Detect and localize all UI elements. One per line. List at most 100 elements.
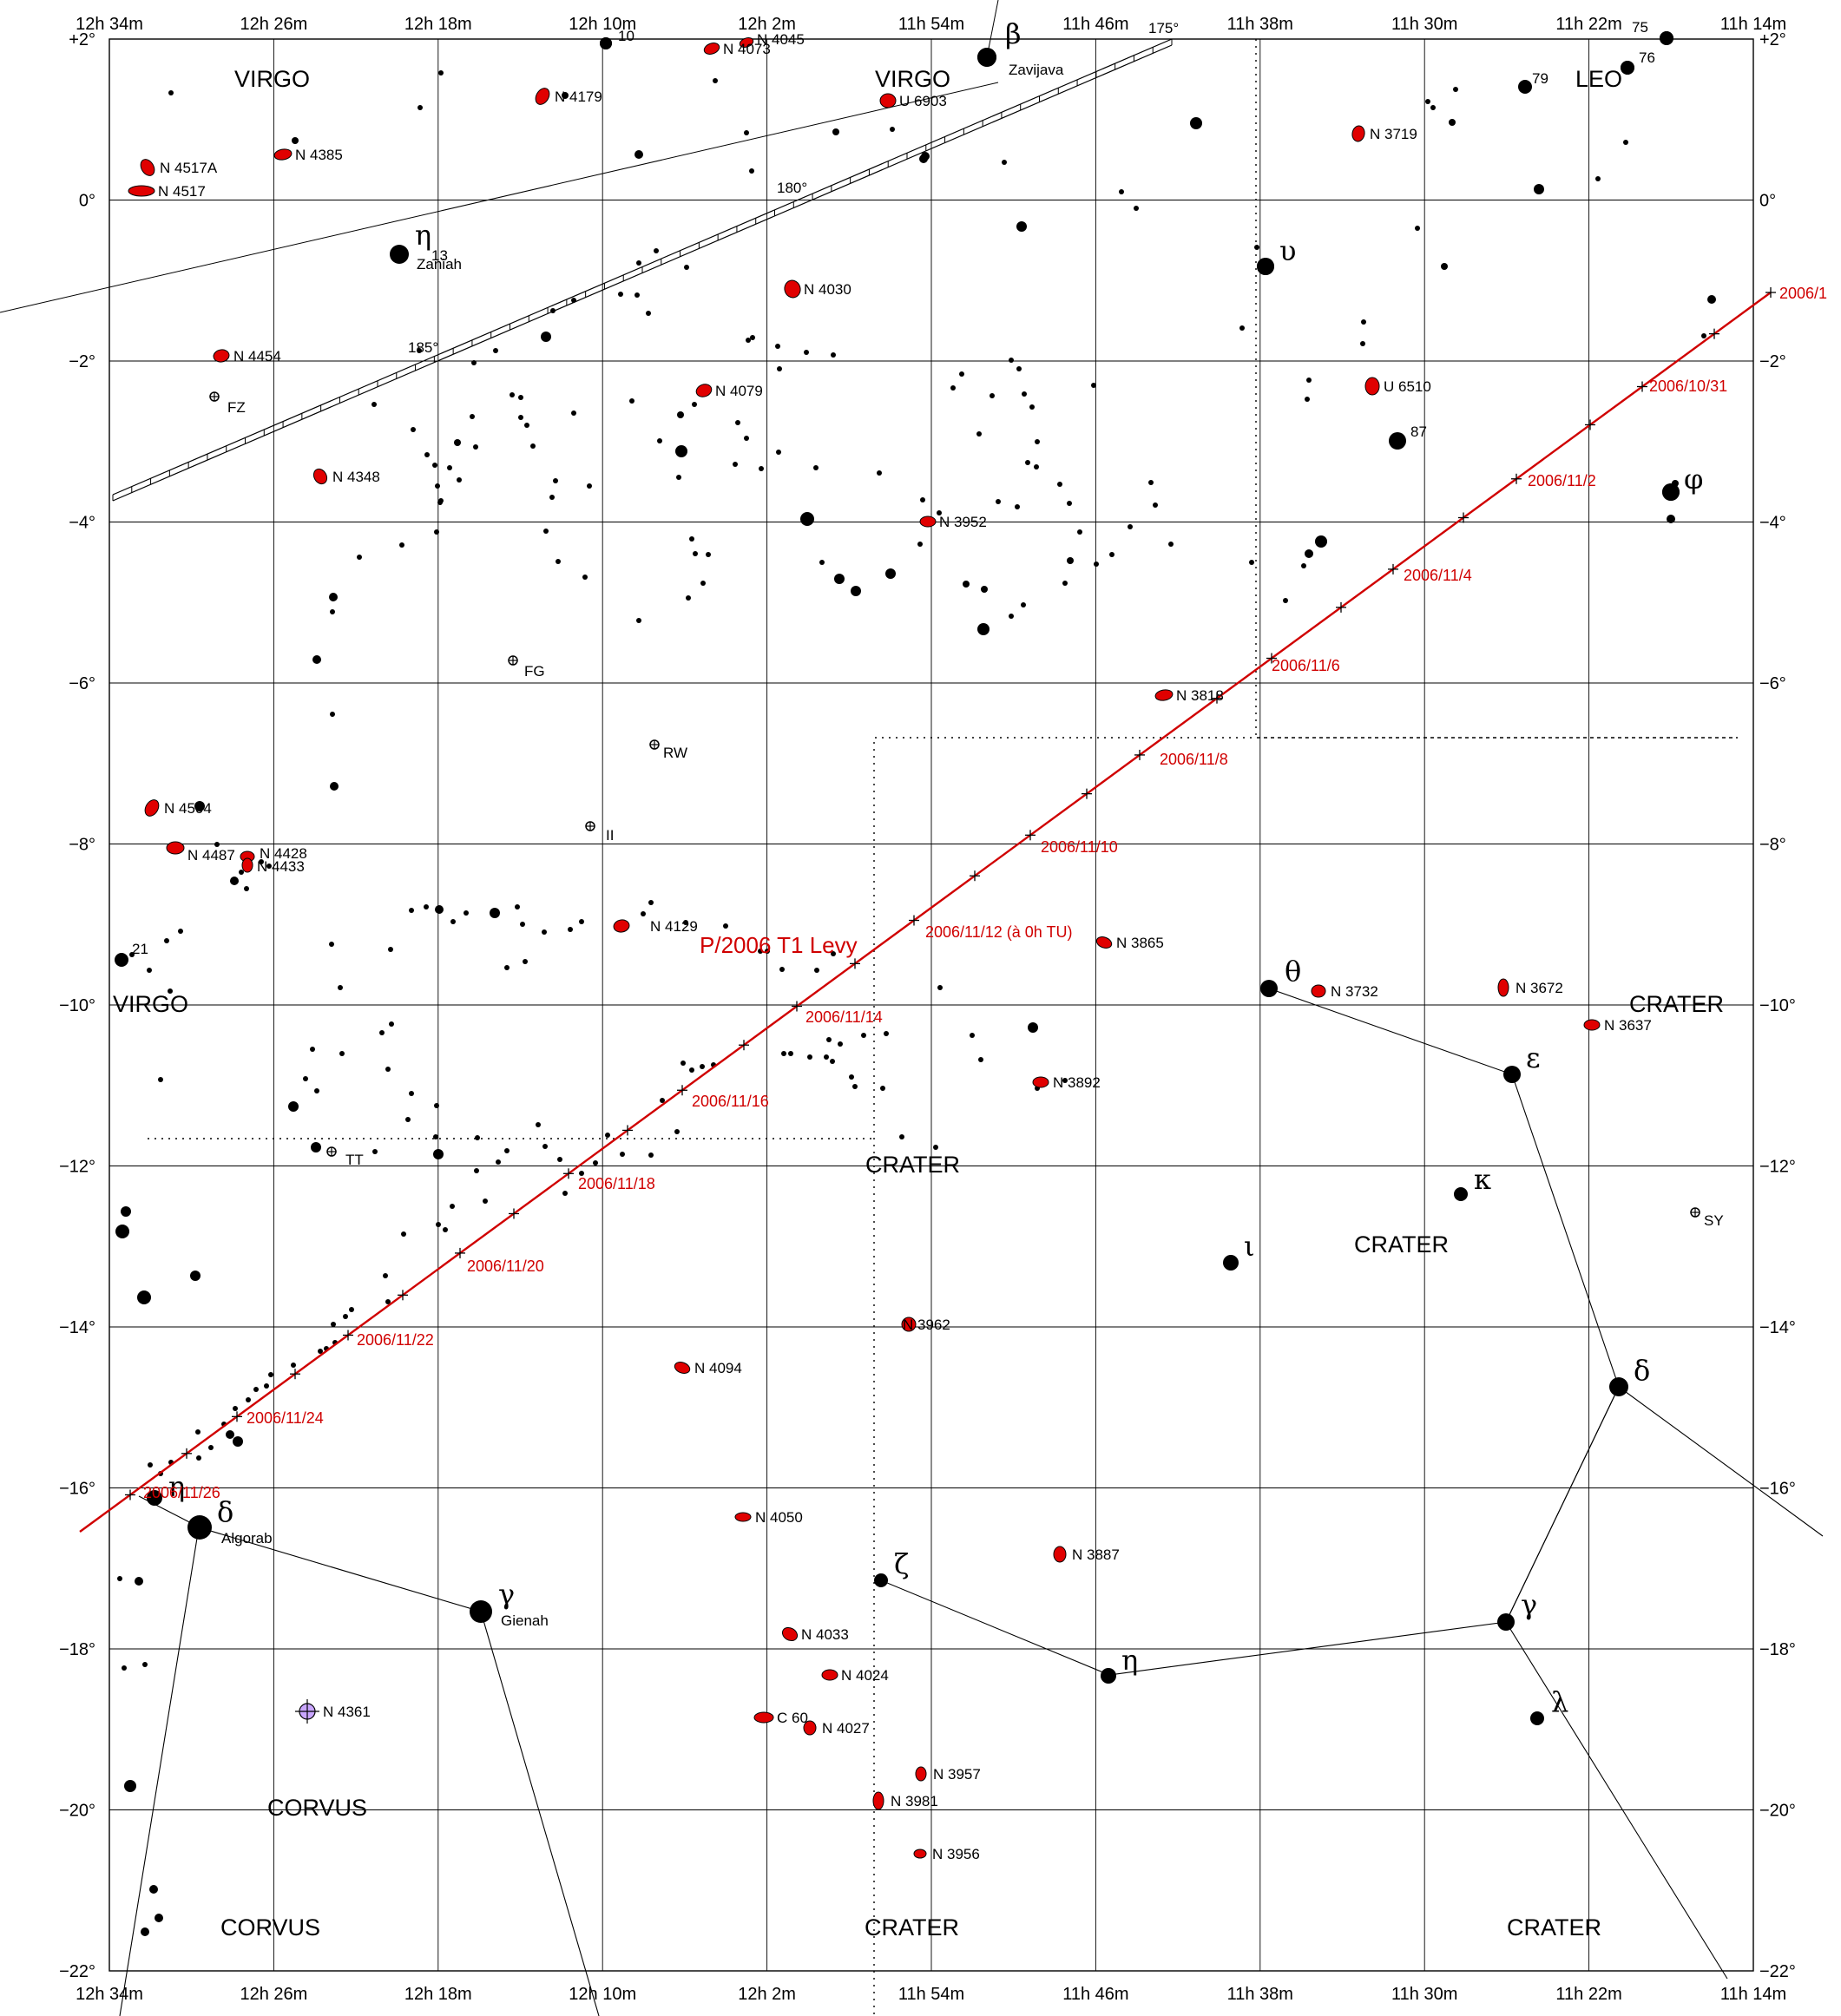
ra-tick-label-bottom: 12h 10m <box>569 1985 636 2004</box>
star <box>190 1271 201 1281</box>
star-bright <box>1454 1187 1468 1201</box>
star <box>978 1057 983 1062</box>
star <box>813 465 819 470</box>
star <box>1430 105 1436 110</box>
galaxy-label: N 3672 <box>1516 980 1563 996</box>
ra-tick-label-top: 11h 46m <box>1062 15 1128 34</box>
star <box>196 1455 201 1461</box>
star <box>311 1142 321 1152</box>
galaxy-label: N 4094 <box>694 1360 742 1376</box>
comet-date-label: 2006/11/8 <box>1160 751 1228 768</box>
star <box>1015 504 1020 509</box>
comet-date-label: 2006/11/22 <box>357 1331 434 1349</box>
star <box>244 886 249 891</box>
galaxy <box>920 516 936 527</box>
comet-date-label: 2006/10/31 <box>1649 378 1727 395</box>
galaxy-label: N 4454 <box>233 348 281 364</box>
star <box>405 1117 411 1122</box>
star <box>530 443 536 449</box>
star-greek-label: η <box>1121 1644 1138 1677</box>
ra-tick-label-top: 12h 26m <box>240 15 307 34</box>
star <box>1035 439 1040 444</box>
star <box>1239 325 1245 331</box>
star <box>510 392 515 397</box>
constellation-label: VIRGO <box>875 66 950 92</box>
star <box>504 965 510 970</box>
star-bright <box>1260 980 1278 997</box>
star <box>168 90 174 95</box>
star <box>117 1576 122 1581</box>
star <box>937 985 943 990</box>
galaxy <box>128 186 155 196</box>
star <box>648 1152 654 1158</box>
galaxy-label: N 4045 <box>757 31 805 48</box>
star <box>147 968 152 973</box>
star <box>568 927 573 932</box>
star <box>399 542 404 548</box>
dec-tick-label-right: −8° <box>1759 836 1786 855</box>
star <box>1077 529 1082 535</box>
star <box>115 1225 129 1238</box>
star <box>433 1134 438 1139</box>
star <box>744 436 749 441</box>
star-numbered <box>1389 432 1406 450</box>
galaxy-label: N 3865 <box>1116 935 1164 951</box>
star <box>1094 561 1099 567</box>
star-greek-label: φ <box>1684 463 1703 496</box>
star <box>1701 333 1706 338</box>
star <box>1091 383 1096 388</box>
star <box>339 1051 345 1056</box>
galaxy <box>242 858 253 872</box>
dec-tick-label-left: −2° <box>69 352 95 371</box>
galaxy <box>880 94 896 108</box>
star <box>963 581 970 588</box>
star-greek-label: λ <box>1551 1685 1568 1718</box>
star <box>549 495 555 500</box>
star <box>303 1076 308 1081</box>
dec-tick-label-right: −10° <box>1759 996 1796 1015</box>
dec-tick-label-left: −20° <box>59 1802 95 1821</box>
star <box>330 782 339 791</box>
star-greek-label: β <box>1005 17 1022 50</box>
star <box>330 609 335 614</box>
star <box>838 1041 843 1047</box>
ecliptic-label: 175° <box>1148 20 1179 36</box>
dec-tick-label-left: −12° <box>59 1158 95 1177</box>
star-bright <box>390 245 409 264</box>
comet-date-label: 2006/11/26 <box>143 1484 220 1501</box>
star <box>496 1159 501 1165</box>
star-greek-label: ι <box>1244 1230 1255 1263</box>
star <box>579 919 584 924</box>
star-bright <box>1662 483 1680 501</box>
star <box>834 574 845 584</box>
star <box>657 438 662 443</box>
star <box>648 900 654 905</box>
variable-star-label: TT <box>345 1152 364 1168</box>
star <box>149 1885 158 1894</box>
star-greek-label: η <box>415 219 431 252</box>
star <box>409 908 414 913</box>
star <box>634 150 643 159</box>
constellation-label: CRATER <box>1507 1914 1601 1940</box>
galaxy <box>754 1712 773 1723</box>
star <box>571 298 576 303</box>
star <box>493 348 498 353</box>
star <box>1109 552 1114 557</box>
galaxy <box>916 1767 926 1781</box>
star <box>885 568 896 579</box>
star <box>1016 221 1027 232</box>
star-bright <box>1257 258 1274 275</box>
ra-tick-label-top: 11h 54m <box>898 15 964 34</box>
star-bright <box>1609 1377 1628 1396</box>
ra-tick-label-top: 11h 38m <box>1227 15 1293 34</box>
dec-tick-label-left: −18° <box>59 1640 95 1659</box>
star-bright <box>977 48 996 67</box>
ra-tick-label-bottom: 12h 34m <box>76 1985 143 2004</box>
star <box>541 332 551 342</box>
comet-date-label: 2006/11/10 <box>1041 838 1118 856</box>
dec-tick-label-right: −20° <box>1759 1802 1796 1821</box>
galaxy-label: N 4504 <box>164 800 212 817</box>
star <box>1022 391 1027 397</box>
dec-tick-label-left: −10° <box>59 996 95 1015</box>
